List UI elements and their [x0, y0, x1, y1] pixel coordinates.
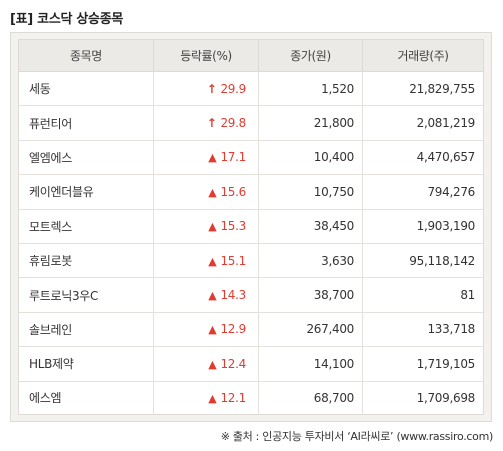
table-row: 퓨런티어 ↑ 29.8 21,800 2,081,219 — [19, 106, 483, 141]
triangle-up-icon: ▲ — [208, 391, 217, 405]
volume: 4,470,657 — [363, 141, 483, 176]
rate-value: 12.4 — [220, 356, 246, 371]
header-rate: 등락률(%) — [154, 40, 259, 72]
table-row: 케이엔더블유 ▲ 15.6 10,750 794,276 — [19, 175, 483, 210]
close-price: 1,520 — [259, 72, 363, 107]
close-price: 38,700 — [259, 278, 363, 313]
stock-name: 솔브레인 — [19, 312, 154, 348]
volume: 794,276 — [363, 175, 483, 210]
table-row: HLB제약 ▲ 12.4 14,100 1,719,105 — [19, 347, 483, 382]
volume: 81 — [363, 278, 483, 313]
table-row: 세동 ↑ 29.9 1,520 21,829,755 — [19, 72, 483, 107]
close-price: 267,400 — [259, 312, 363, 348]
rate-value: 12.1 — [220, 390, 246, 405]
stock-name: 루트로닉3우C — [19, 278, 154, 313]
volume: 95,118,142 — [363, 244, 483, 279]
close-price: 14,100 — [259, 347, 363, 382]
change-rate: ↑ 29.9 — [154, 72, 259, 107]
stock-name: 모트렉스 — [19, 209, 154, 244]
change-rate: ▲ 12.9 — [154, 312, 259, 348]
rate-value: 17.1 — [220, 150, 246, 165]
stock-name: 엘엠에스 — [19, 140, 154, 176]
header-close: 종가(원) — [259, 40, 363, 72]
triangle-up-icon: ▲ — [208, 220, 217, 234]
volume: 2,081,219 — [363, 106, 483, 141]
change-rate: ▲ 12.4 — [154, 347, 259, 382]
rate-value: 15.3 — [220, 219, 246, 234]
table-row: 모트렉스 ▲ 15.3 38,450 1,903,190 — [19, 209, 483, 244]
rate-value: 29.8 — [220, 116, 246, 131]
change-rate: ▲ 15.6 — [154, 175, 259, 210]
close-price: 21,800 — [259, 106, 363, 141]
change-rate: ▲ 15.1 — [154, 243, 259, 279]
table-frame: 종목명 등락률(%) 종가(원) 거래량(주) 세동 ↑ 29.9 1,520 2… — [10, 32, 492, 422]
rate-value: 15.1 — [220, 253, 246, 268]
table-header-row: 종목명 등락률(%) 종가(원) 거래량(주) — [19, 40, 483, 72]
volume: 1,709,698 — [416, 390, 476, 405]
rate-value: 29.9 — [220, 81, 246, 96]
arrow-up-icon: ↑ — [206, 81, 217, 96]
change-rate: ▲ 15.3 — [154, 209, 259, 244]
header-volume: 거래량(주) — [363, 40, 483, 72]
table-row: 루트로닉3우C ▲ 14.3 38,700 81 — [19, 278, 483, 313]
header-name: 종목명 — [19, 40, 154, 72]
stock-name: 케이엔더블유 — [19, 175, 154, 210]
volume: 133,718 — [363, 313, 483, 348]
rate-value: 15.6 — [220, 184, 246, 199]
rate-value: 14.3 — [220, 288, 246, 303]
change-rate: ▲ 14.3 — [154, 278, 259, 313]
volume: 21,829,755 — [363, 72, 483, 107]
change-rate: ▲ 17.1 — [154, 140, 259, 176]
triangle-up-icon: ▲ — [208, 323, 217, 337]
volume: 1,903,190 — [363, 210, 483, 244]
rate-value: 12.9 — [220, 322, 246, 337]
table-row: 휴림로봇 ▲ 15.1 3,630 95,118,142 — [19, 243, 483, 279]
triangle-up-icon: ▲ — [208, 289, 217, 303]
source-note: ※ 출처 : 인공지능 투자비서 ‘AI라씨로’ (www.rassiro.co… — [220, 430, 494, 443]
triangle-up-icon: ▲ — [208, 357, 217, 371]
change-rate: ▲ 12.1 — [154, 381, 259, 414]
stock-name: 세동 — [19, 72, 154, 107]
stock-name: 에스엠 — [19, 381, 154, 414]
stock-name: 휴림로봇 — [19, 243, 154, 279]
stock-table: 종목명 등락률(%) 종가(원) 거래량(주) 세동 ↑ 29.9 1,520 2… — [18, 39, 484, 415]
arrow-up-icon: ↑ — [206, 116, 217, 131]
close-price: 10,400 — [259, 140, 363, 176]
change-rate: ↑ 29.8 — [154, 106, 259, 141]
stock-name: HLB제약 — [19, 347, 154, 382]
close-price: 10,750 — [259, 175, 363, 210]
volume: 1,719,105 — [363, 347, 483, 382]
triangle-up-icon: ▲ — [208, 254, 217, 268]
close-price: 3,630 — [259, 243, 363, 279]
triangle-up-icon: ▲ — [208, 185, 217, 199]
close-price: 38,450 — [259, 209, 363, 244]
page-title: [표] 코스닥 상승종목 — [10, 12, 124, 27]
table-row: 솔브레인 ▲ 12.9 267,400 133,718 — [19, 312, 483, 348]
table-row: 엘엠에스 ▲ 17.1 10,400 4,470,657 — [19, 140, 483, 176]
stock-name: 퓨런티어 — [19, 106, 154, 141]
triangle-up-icon: ▲ — [208, 151, 217, 165]
table-row: 에스엠 ▲ 12.1 68,700 1,709,698 — [19, 381, 483, 414]
close-price: 68,700 — [259, 381, 363, 414]
